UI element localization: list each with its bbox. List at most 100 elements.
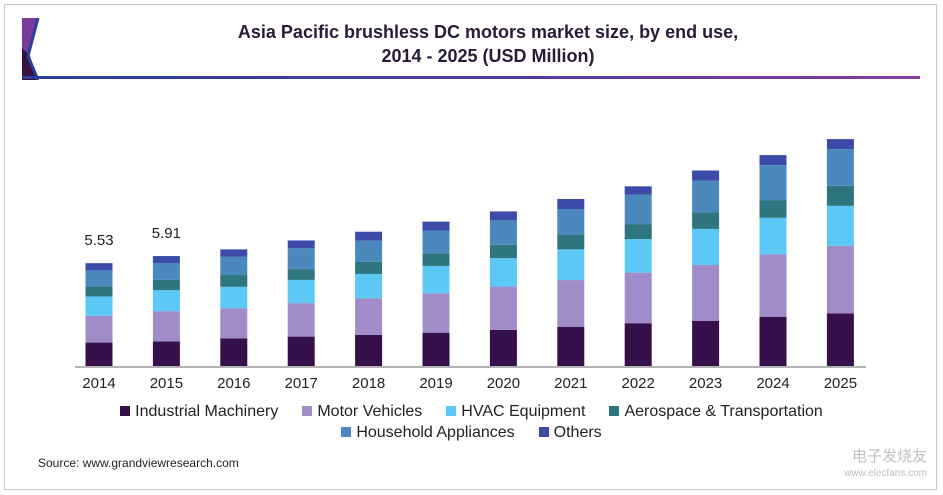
bar-segment (220, 256, 248, 276)
bar-segment (152, 256, 180, 263)
bar-segment (355, 261, 383, 274)
bar-segment (422, 293, 450, 333)
legend-label: Aerospace & Transportation (624, 403, 823, 420)
x-tick-label: 2018 (352, 375, 385, 392)
bar-segment (826, 149, 854, 186)
x-tick-label: 2022 (622, 375, 655, 392)
legend-swatch (341, 427, 352, 437)
title-line-2: 2014 - 2025 (USD Million) (381, 46, 595, 66)
bar-segment (489, 329, 517, 366)
bar-segment (826, 205, 854, 246)
bar-segment (152, 311, 180, 342)
bar-segment (422, 221, 450, 231)
x-tick-label: 2015 (150, 375, 183, 392)
legend-item: Others (538, 424, 602, 442)
legend-swatch (538, 427, 549, 437)
bar-segment (692, 170, 720, 181)
bar-segment (692, 180, 720, 213)
x-tick-label: 2020 (487, 375, 520, 392)
bar-segment (422, 230, 450, 254)
bar-segment (152, 341, 180, 366)
bar-segment (826, 245, 854, 314)
bar-segment (826, 313, 854, 366)
legend-swatch (446, 406, 457, 416)
source-text: Source: www.grandviewresearch.com (38, 456, 239, 470)
legend-item: Aerospace & Transportation (609, 403, 823, 421)
x-tick-label: 2017 (285, 375, 318, 392)
bar-segment (489, 286, 517, 330)
bar-segment (287, 336, 315, 366)
bar-segment (220, 249, 248, 257)
brand-logo-icon (22, 18, 40, 80)
bar-segment (85, 342, 113, 366)
bar-segment (826, 139, 854, 150)
data-label: 5.91 (152, 225, 181, 242)
legend-item: Industrial Machinery (120, 403, 278, 421)
bar-segment (422, 253, 450, 266)
bar-segment (287, 269, 315, 280)
legend-item: HVAC Equipment (446, 403, 585, 421)
bar-segment (287, 248, 315, 270)
bar-segment (759, 165, 787, 201)
legend-swatch (302, 406, 313, 416)
bar-segment (355, 273, 383, 299)
bar-segment (759, 316, 787, 366)
bar-segment (557, 234, 585, 250)
bar-segment (557, 209, 585, 235)
legend-label: Household Appliances (356, 424, 515, 441)
x-tick-label: 2021 (554, 375, 587, 392)
watermark-url: www.elecfans.com (844, 468, 927, 479)
legend-row-1: Industrial Machinery Motor Vehicles HVAC E… (0, 403, 943, 421)
stacked-bar-chart: 2014 5.53 2015 5.91 2016 2017 2018 2019 2020 2021… (75, 139, 866, 392)
bar-segment (624, 186, 652, 195)
bar-segment (85, 296, 113, 316)
bar-segment (826, 185, 854, 206)
bar-segment (624, 224, 652, 240)
bar-segment (220, 275, 248, 287)
watermark-cn: 电子发烧友 (851, 448, 927, 465)
watermark: 电子发烧友 www.elecfans.com (844, 448, 927, 482)
legend-label: HVAC Equipment (461, 403, 586, 420)
x-tick-label: 2016 (217, 375, 250, 392)
bar-segment (85, 286, 113, 297)
bar-segment (85, 270, 113, 287)
legend-label: Others (553, 424, 602, 441)
bar-segment (489, 211, 517, 221)
legend-item: Motor Vehicles (302, 403, 422, 421)
bar-segment (287, 279, 315, 304)
bar-segment (624, 239, 652, 273)
x-tick-label: 2014 (82, 375, 115, 392)
legend-label: Industrial Machinery (135, 403, 279, 420)
legend-label: Motor Vehicles (317, 403, 423, 420)
bar-segment (422, 332, 450, 366)
x-tick-label: 2019 (419, 375, 452, 392)
bar-segment (85, 315, 113, 343)
x-tick-label: 2023 (689, 375, 722, 392)
bar-segment (759, 200, 787, 218)
bar-segment (152, 262, 180, 280)
legend-row-2: Household Appliances Others (0, 424, 943, 442)
bar-segment (220, 308, 248, 339)
chart-title: Asia Pacific brushless DC motors market … (120, 20, 856, 68)
bar-segment (220, 286, 248, 309)
title-line-1: Asia Pacific brushless DC motors market … (237, 22, 739, 42)
bar-segment (557, 280, 585, 327)
bar-segment (624, 272, 652, 324)
bar-segment (489, 220, 517, 245)
bar-segment (489, 244, 517, 259)
legend-swatch (120, 406, 131, 416)
bar-segment (220, 338, 248, 366)
bar-segment (287, 303, 315, 337)
title-underline (22, 76, 920, 79)
bar-segment (692, 320, 720, 366)
bar-segment (624, 323, 652, 366)
bar-segment (692, 228, 720, 266)
bar-segment (355, 231, 383, 241)
x-tick-label: 2024 (756, 375, 789, 392)
chart-frame (4, 4, 937, 490)
bar-segment (557, 249, 585, 281)
bar-segment (287, 240, 315, 249)
bar-segment (85, 263, 113, 271)
bar-segment (557, 326, 585, 366)
bar-segment (692, 265, 720, 321)
